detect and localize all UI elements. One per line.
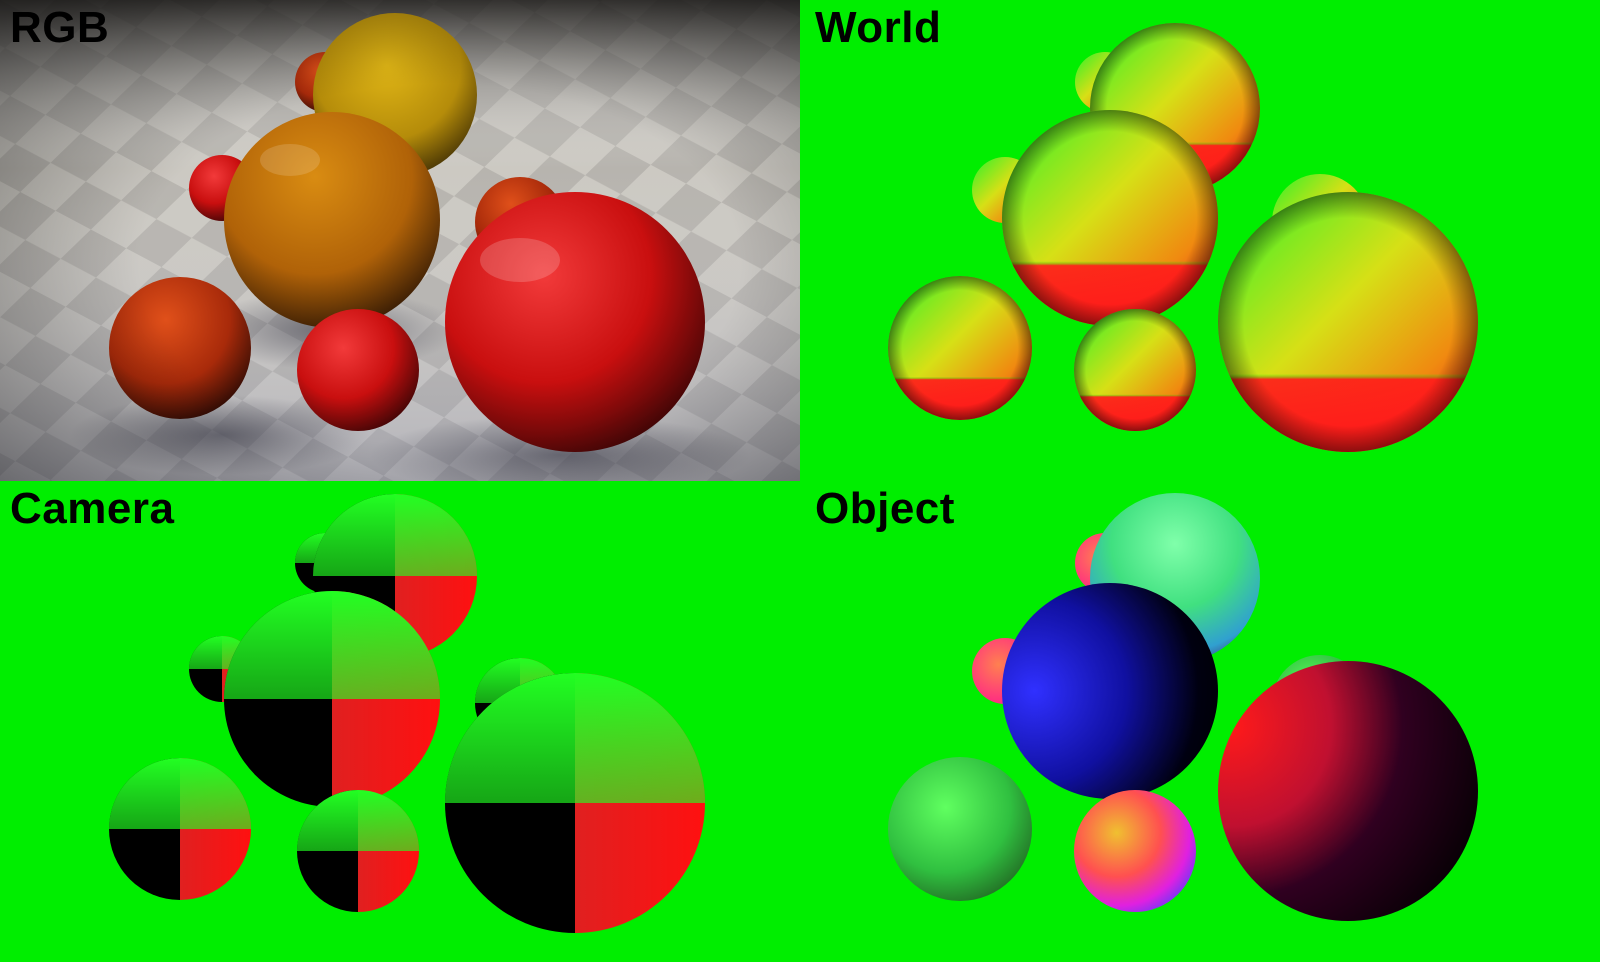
panel-rgb: RGB: [0, 0, 800, 481]
panel-label-world: World: [815, 3, 942, 52]
sphere-group: [888, 493, 1478, 921]
object-normals-image: [800, 481, 1600, 962]
world-normals-image: [800, 0, 1600, 481]
rgb-render-image: [0, 0, 800, 481]
panel-world: World: [800, 0, 1600, 481]
sphere-group: [888, 23, 1478, 452]
panel-object: Object: [800, 481, 1600, 962]
panel-camera: Camera: [0, 481, 800, 962]
panel-label-camera: Camera: [10, 484, 175, 533]
panel-label-rgb: RGB: [10, 3, 110, 52]
sphere-group: [109, 494, 705, 933]
camera-normals-image: [0, 481, 800, 962]
panel-label-object: Object: [815, 484, 955, 533]
